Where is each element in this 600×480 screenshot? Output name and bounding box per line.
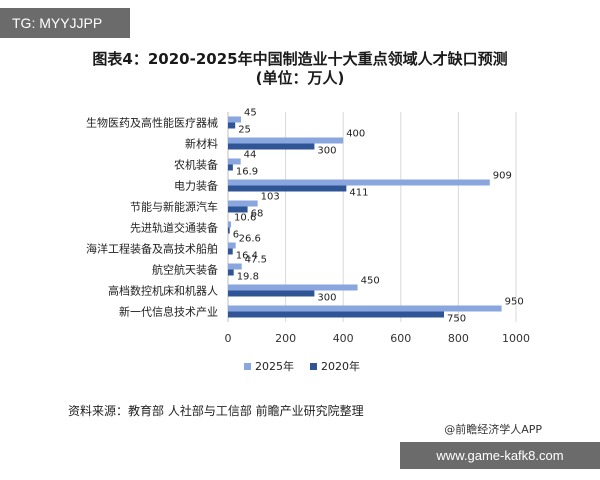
- bar-2020: [228, 269, 234, 276]
- bar-2020: [228, 185, 347, 192]
- chart-title: 图表4：2020-2025年中国制造业十大重点领域人才缺口预测: [92, 50, 508, 68]
- bar-2025: [228, 284, 358, 291]
- data-label-2025: 950: [505, 297, 524, 308]
- source-note: 资料来源：教育部 人社部与工信部 前瞻产业研究院整理: [68, 404, 364, 418]
- data-label-2025: 103: [261, 192, 280, 203]
- data-label-2020: 68: [251, 209, 264, 220]
- data-label-2020: 6: [233, 230, 239, 241]
- legend-label-2020: 2020年: [321, 359, 360, 373]
- data-label-2020: 19.8: [237, 272, 259, 283]
- category-label: 节能与新能源汽车: [130, 200, 218, 214]
- bar-2025: [228, 221, 232, 228]
- category-label: 海洋工程装备及高技术船舶: [86, 242, 218, 256]
- category-label: 电力装备: [174, 179, 218, 193]
- category-label: 新材料: [185, 137, 218, 151]
- bar-2020: [228, 122, 236, 129]
- data-label-2020: 25: [238, 125, 251, 136]
- data-label-2025: 909: [493, 171, 512, 182]
- bar-2020: [228, 248, 233, 255]
- bar-2025: [228, 158, 241, 165]
- bar-2025: [228, 179, 490, 186]
- x-tick-label: 800: [448, 332, 469, 345]
- x-tick-label: 400: [333, 332, 354, 345]
- data-label-2025: 44: [244, 150, 257, 161]
- watermark-top: TG: MYYJJPP: [0, 8, 130, 38]
- bar-2020: [228, 227, 230, 234]
- bar-2020: [228, 164, 233, 171]
- bar-2025: [228, 242, 236, 249]
- data-label-2020: 16.9: [236, 167, 258, 178]
- legend-swatch-2025: [244, 363, 251, 370]
- data-label-2020: 411: [349, 188, 368, 199]
- bar-2020: [228, 290, 315, 297]
- x-tick-label: 200: [275, 332, 296, 345]
- x-tick-label: 0: [225, 332, 232, 345]
- data-label-2025: 450: [361, 276, 380, 287]
- legend-swatch-2020: [310, 363, 317, 370]
- watermark-bottom: www.game-kafk8.com: [400, 442, 600, 469]
- bar-2025: [228, 263, 242, 270]
- x-tick-label: 600: [390, 332, 411, 345]
- category-label: 新一代信息技术产业: [119, 305, 218, 319]
- category-label: 生物医药及高性能医疗器械: [86, 116, 218, 130]
- bar-2025: [228, 305, 502, 312]
- category-label: 先进轨道交通装备: [130, 221, 218, 235]
- data-label-2025: 400: [346, 129, 365, 140]
- category-label: 高档数控机床和机器人: [108, 284, 218, 298]
- bar-2025: [228, 200, 258, 207]
- data-label-2025: 47.5: [245, 255, 267, 266]
- data-label-2025: 26.6: [239, 234, 261, 245]
- data-label-2020: 300: [317, 146, 336, 157]
- data-label-2025: 45: [244, 108, 257, 119]
- bar-2025: [228, 137, 344, 144]
- category-label: 农机装备: [174, 158, 218, 172]
- data-label-2020: 750: [447, 314, 466, 325]
- category-label: 航空航天装备: [152, 263, 218, 277]
- credit-label: @前瞻经济学人APP: [444, 423, 542, 436]
- data-label-2020: 16.4: [236, 251, 258, 262]
- bar-2025: [228, 116, 241, 123]
- bar-2020: [228, 143, 315, 150]
- data-label-2025: 10.6: [234, 213, 256, 224]
- chart-subtitle: (单位：万人): [255, 69, 345, 87]
- bar-2020: [228, 206, 248, 213]
- data-label-2020: 300: [317, 293, 336, 304]
- bar-chart: 0 200 400 600 800 1000 生物医药及高性能医疗器械 45 25 新材料 400 3…: [86, 108, 530, 374]
- x-tick-label: 1000: [502, 332, 530, 345]
- legend-label-2025: 2025年: [255, 359, 294, 373]
- bar-2020: [228, 311, 444, 318]
